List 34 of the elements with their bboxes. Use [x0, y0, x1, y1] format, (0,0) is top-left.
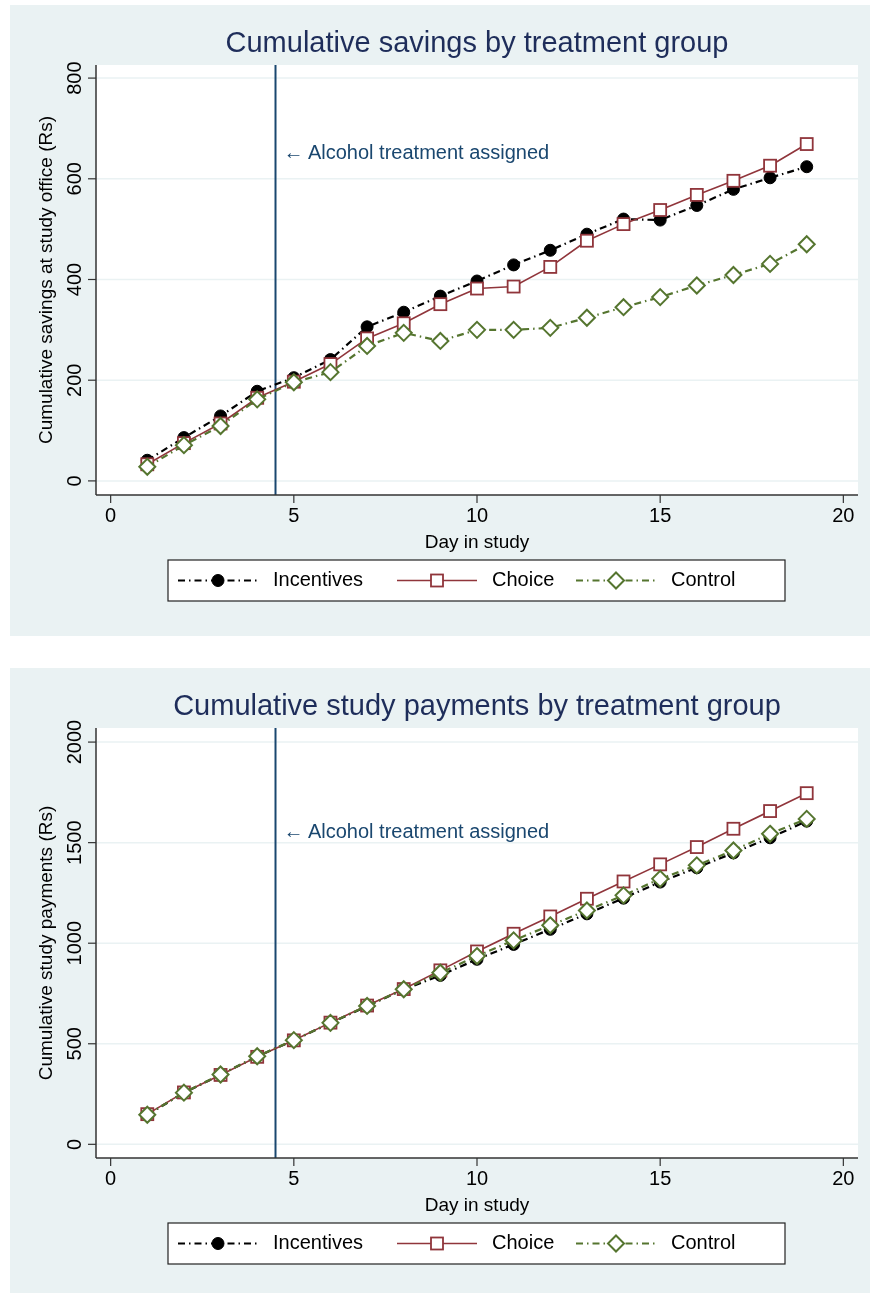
y-axis-title: Cumulative savings at study office (Rs) — [35, 115, 56, 445]
y-axis-title: Cumulative study payments (Rs) — [35, 805, 56, 1081]
legend-label: Incentives — [273, 567, 364, 590]
legend-label: Control — [671, 1230, 736, 1253]
x-tick-label: 10 — [465, 504, 489, 526]
annotation: ← Alcohol treatment assigned — [283, 140, 550, 163]
x-tick-label: 15 — [649, 1167, 672, 1189]
y-tick-label: 1000 — [63, 920, 85, 966]
x-tick-label: 0 — [105, 1167, 117, 1189]
chart-title: Cumulative savings by treatment group — [225, 26, 729, 58]
y-tick-label: 800 — [63, 61, 85, 95]
annotation: ← Alcohol treatment assigned — [283, 819, 550, 842]
y-tick-label: 2000 — [63, 719, 85, 765]
x-tick-label: 5 — [288, 504, 300, 526]
x-tick-label: 20 — [832, 504, 855, 526]
x-tick-label: 0 — [105, 504, 117, 526]
legend-label: Choice — [492, 1230, 555, 1253]
x-tick-label: 20 — [832, 1167, 855, 1189]
chart-title: Cumulative study payments by treatment group — [173, 689, 781, 721]
y-tick-label: 600 — [63, 162, 85, 196]
legend-label: Control — [671, 567, 736, 590]
y-tick-label: 400 — [63, 262, 85, 297]
x-tick-label: 5 — [288, 1167, 300, 1189]
legend-label: Choice — [492, 567, 555, 590]
x-tick-label: 15 — [649, 504, 672, 526]
y-tick-label: 500 — [63, 1027, 85, 1061]
legend-label: Incentives — [273, 1230, 364, 1253]
x-axis-title: Day in study — [424, 531, 530, 552]
y-tick-label: 200 — [63, 363, 85, 397]
y-tick-label: 0 — [63, 475, 85, 487]
x-tick-label: 10 — [465, 1167, 489, 1189]
x-axis-title: Day in study — [424, 1194, 530, 1215]
y-tick-label: 0 — [63, 1138, 85, 1150]
y-tick-label: 1500 — [63, 820, 85, 865]
